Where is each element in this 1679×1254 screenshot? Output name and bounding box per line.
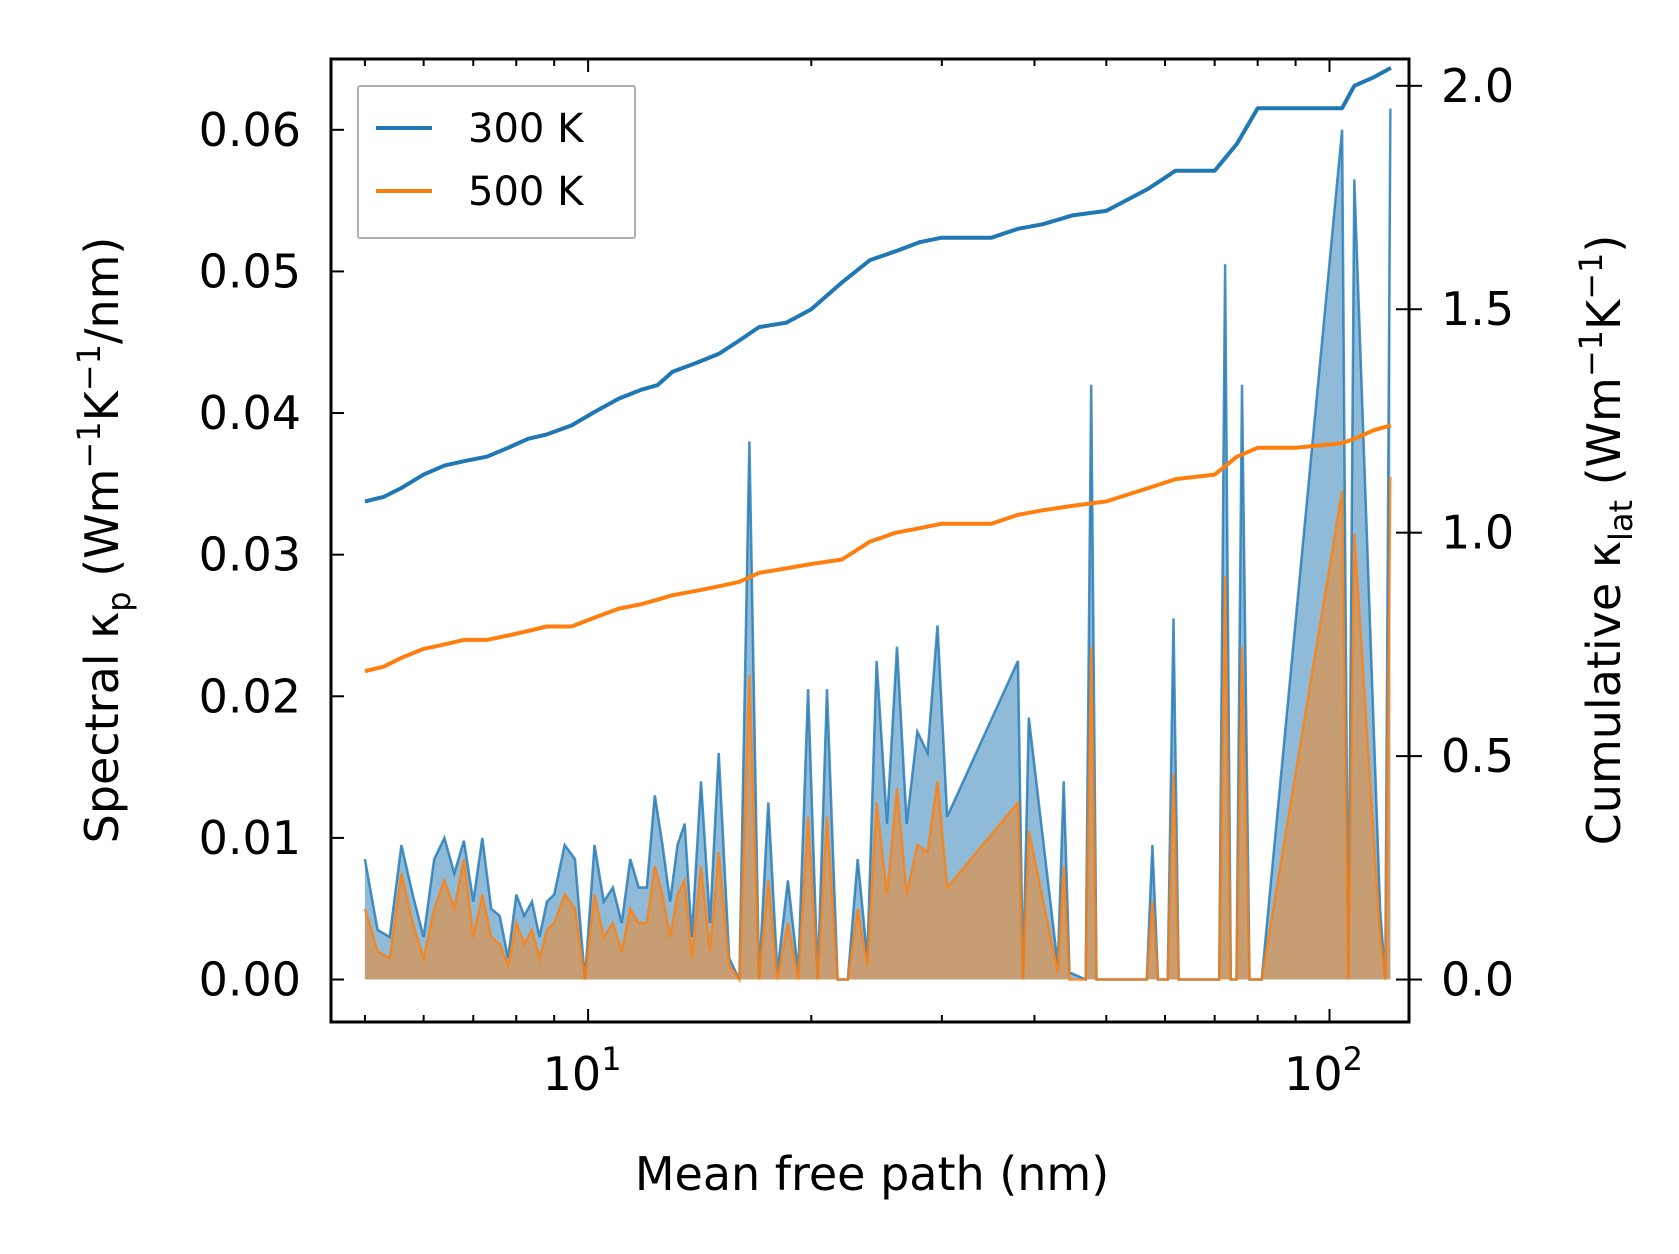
y-left-tick-label: 0.06	[199, 103, 301, 157]
x-tick-label: 101	[543, 1040, 622, 1101]
legend-label-300k: 300 K	[468, 106, 585, 152]
plot-frame	[329, 57, 1411, 1024]
y-left-tick-label: 0.00	[199, 953, 301, 1007]
spectral-series-layer	[363, 108, 1392, 984]
spectral-area-500k	[364, 476, 1391, 980]
y-right-tick-label: 1.5	[1441, 282, 1514, 336]
cumulative-line-300k	[364, 66, 1392, 504]
y-right-tick-label: 0.5	[1441, 729, 1514, 783]
y-left-tick-label: 0.04	[199, 386, 301, 440]
y-left-tick-label: 0.05	[199, 244, 301, 298]
legend[interactable]: 300 K 500 K	[357, 85, 636, 239]
x-axis-label: Mean free path (nm)	[635, 1147, 1109, 1201]
y-right-tick-label: 2.0	[1441, 59, 1514, 113]
y-axis-label-right: Cumulative κlat (Wm−1K−1)	[1572, 235, 1640, 846]
axis-ticks-layer: 101 102 0.00 0.01 0.02 0.03 0.04 0.05 0.06 0.0 0.5…	[199, 59, 1515, 1101]
cumulative-series-layer	[364, 66, 1392, 674]
y-left-tick-label: 0.01	[199, 811, 301, 865]
cumulative-line-500k	[364, 423, 1392, 674]
legend-box	[357, 85, 636, 239]
y-left-tick-label: 0.03	[199, 528, 301, 582]
y-left-tick-label: 0.02	[199, 669, 301, 723]
y-axis-label-left: Spectral κp (Wm−1K−1/nm)	[70, 237, 138, 844]
y-right-tick-label: 1.0	[1441, 506, 1514, 560]
y-right-tick-label: 0.0	[1441, 953, 1514, 1007]
legend-label-500k: 500 K	[468, 169, 585, 215]
x-tick-label: 102	[1284, 1040, 1363, 1101]
spectral-line-500k	[363, 476, 1392, 984]
